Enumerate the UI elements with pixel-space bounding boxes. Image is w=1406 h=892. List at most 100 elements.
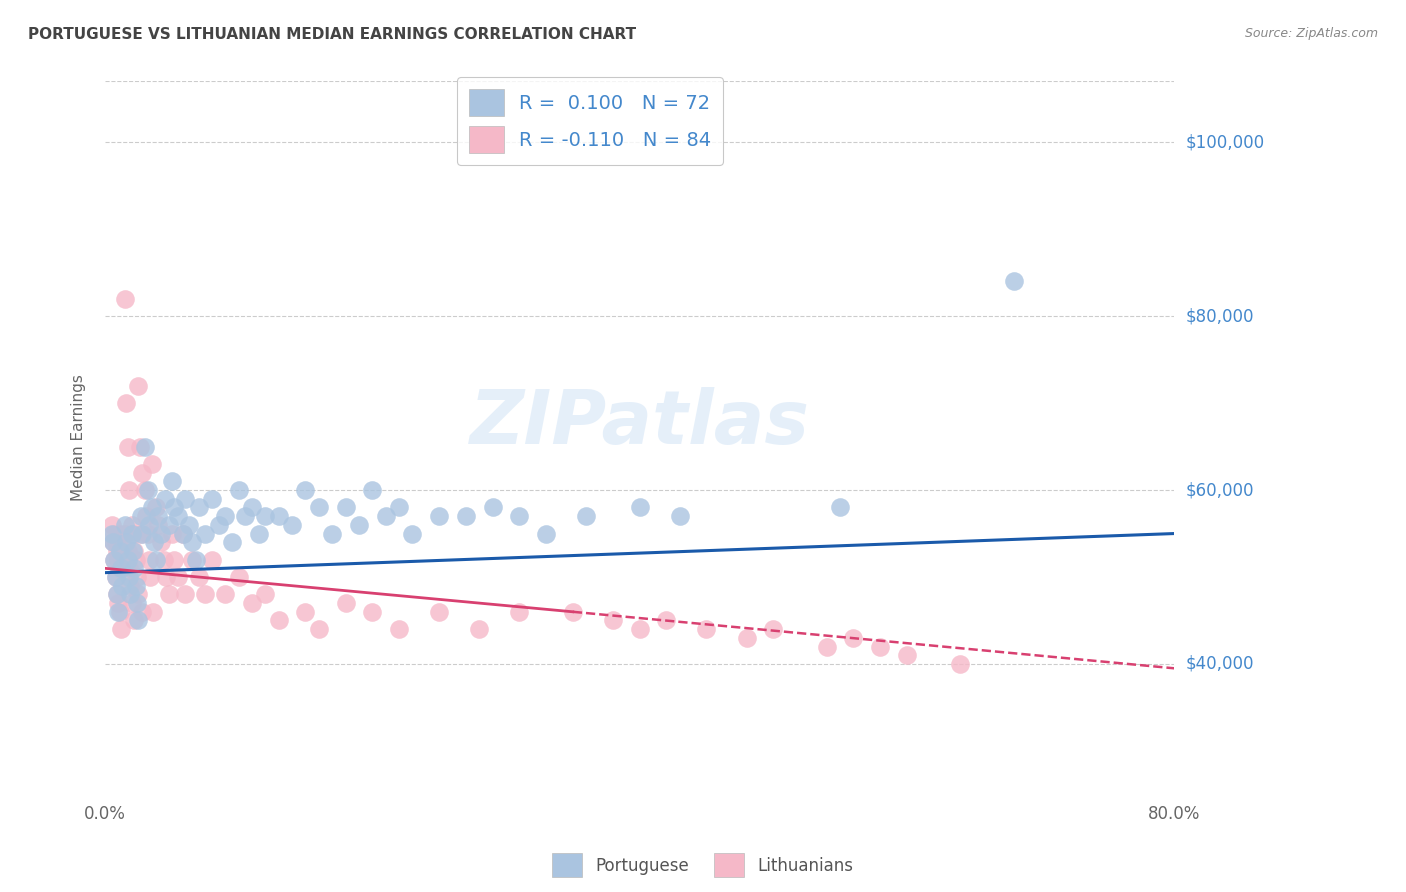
Y-axis label: Median Earnings: Median Earnings	[72, 375, 86, 501]
Point	[172, 526, 194, 541]
Point	[1002, 274, 1025, 288]
Point	[127, 378, 149, 392]
Point	[100, 526, 122, 541]
Point	[174, 587, 197, 601]
Point	[153, 491, 176, 506]
Point	[172, 526, 194, 541]
Point	[201, 552, 224, 566]
Point	[141, 500, 163, 515]
Point	[107, 596, 129, 610]
Point	[160, 475, 183, 489]
Point	[228, 570, 250, 584]
Point	[508, 605, 530, 619]
Point	[160, 526, 183, 541]
Point	[136, 526, 159, 541]
Point	[174, 491, 197, 506]
Point	[139, 570, 162, 584]
Legend: R =  0.100   N = 72, R = -0.110   N = 84: R = 0.100 N = 72, R = -0.110 N = 84	[457, 77, 723, 165]
Point	[117, 544, 139, 558]
Point	[602, 614, 624, 628]
Point	[131, 526, 153, 541]
Point	[240, 500, 263, 515]
Point	[281, 517, 304, 532]
Point	[111, 544, 134, 558]
Point	[103, 552, 125, 566]
Point	[114, 292, 136, 306]
Point	[104, 570, 127, 584]
Point	[163, 552, 186, 566]
Point	[124, 614, 146, 628]
Point	[207, 517, 229, 532]
Point	[138, 552, 160, 566]
Point	[468, 622, 491, 636]
Point	[427, 509, 450, 524]
Point	[114, 517, 136, 532]
Point	[481, 500, 503, 515]
Text: Source: ZipAtlas.com: Source: ZipAtlas.com	[1244, 27, 1378, 40]
Point	[131, 605, 153, 619]
Point	[142, 605, 165, 619]
Point	[187, 570, 209, 584]
Point	[118, 483, 141, 497]
Point	[155, 570, 177, 584]
Point	[117, 440, 139, 454]
Point	[508, 509, 530, 524]
Point	[427, 605, 450, 619]
Point	[163, 500, 186, 515]
Point	[148, 517, 170, 532]
Point	[101, 535, 124, 549]
Point	[125, 570, 148, 584]
Point	[247, 526, 270, 541]
Point	[374, 509, 396, 524]
Point	[134, 440, 156, 454]
Point	[214, 509, 236, 524]
Text: PORTUGUESE VS LITHUANIAN MEDIAN EARNINGS CORRELATION CHART: PORTUGUESE VS LITHUANIAN MEDIAN EARNINGS…	[28, 27, 637, 42]
Point	[575, 509, 598, 524]
Point	[869, 640, 891, 654]
Point	[122, 526, 145, 541]
Point	[125, 579, 148, 593]
Point	[254, 509, 277, 524]
Point	[347, 517, 370, 532]
Point	[388, 622, 411, 636]
Text: $100,000: $100,000	[1185, 133, 1264, 152]
Point	[101, 535, 124, 549]
Point	[167, 509, 190, 524]
Point	[201, 491, 224, 506]
Legend: Portuguese, Lithuanians: Portuguese, Lithuanians	[546, 847, 860, 884]
Point	[561, 605, 583, 619]
Point	[655, 614, 678, 628]
Point	[157, 517, 180, 532]
Point	[143, 535, 166, 549]
Point	[135, 509, 157, 524]
Point	[124, 561, 146, 575]
Point	[110, 526, 132, 541]
Point	[129, 526, 152, 541]
Point	[335, 596, 357, 610]
Point	[124, 544, 146, 558]
Point	[115, 535, 138, 549]
Point	[117, 552, 139, 566]
Point	[388, 500, 411, 515]
Point	[118, 561, 141, 575]
Point	[118, 570, 141, 584]
Text: $60,000: $60,000	[1185, 481, 1254, 500]
Point	[534, 526, 557, 541]
Point	[830, 500, 852, 515]
Point	[254, 587, 277, 601]
Point	[110, 561, 132, 575]
Point	[128, 440, 150, 454]
Point	[100, 517, 122, 532]
Point	[308, 500, 330, 515]
Point	[228, 483, 250, 497]
Point	[120, 587, 142, 601]
Point	[150, 535, 173, 549]
Point	[105, 544, 128, 558]
Text: $80,000: $80,000	[1185, 307, 1254, 326]
Point	[842, 631, 865, 645]
Point	[240, 596, 263, 610]
Point	[179, 517, 201, 532]
Point	[267, 614, 290, 628]
Point	[108, 544, 131, 558]
Point	[145, 552, 167, 566]
